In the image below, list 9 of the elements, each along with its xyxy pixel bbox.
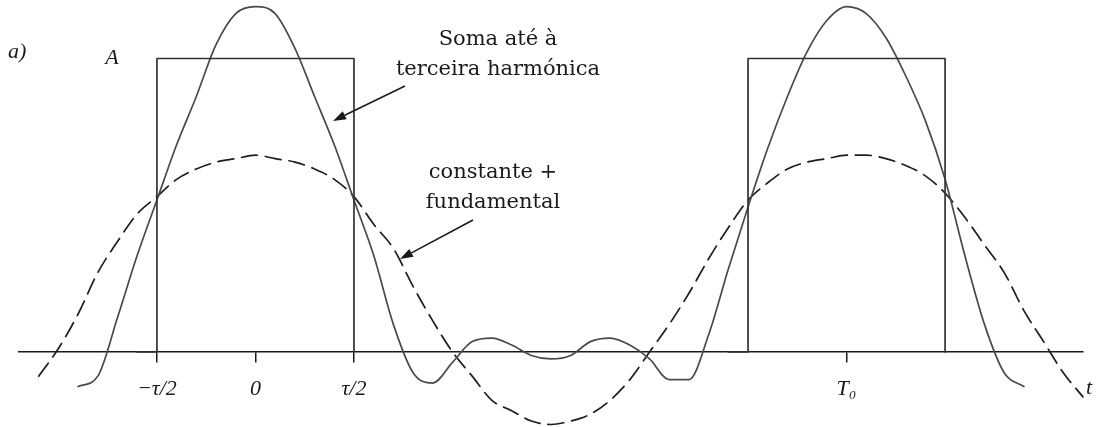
annotation: a): [8, 37, 27, 63]
x-axis-title: t: [1086, 373, 1093, 399]
annotation: constante + fundamental: [425, 159, 561, 214]
annotation: Soma até à terceira harmónica: [395, 26, 601, 81]
annotation: A: [103, 43, 120, 69]
x-tick-label: 0: [249, 374, 261, 400]
x-tick-label: T₀: [836, 374, 857, 400]
x-tick-label: −τ/2: [137, 374, 177, 400]
x-tick-label: τ/2: [341, 374, 367, 400]
